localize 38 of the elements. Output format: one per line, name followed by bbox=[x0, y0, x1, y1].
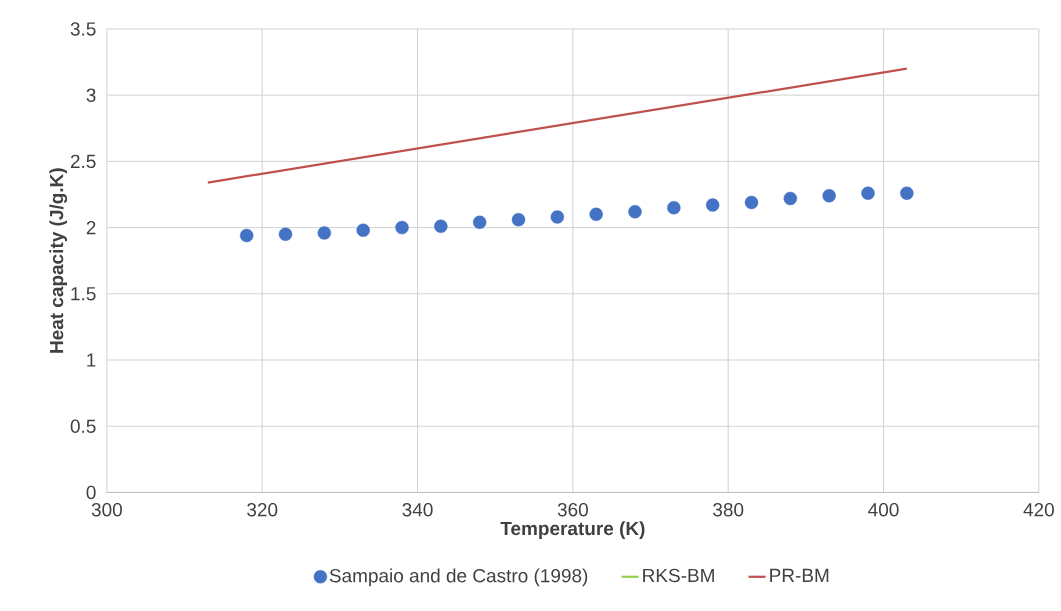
y-axis-title: Heat capacity (J/g.K) bbox=[49, 168, 68, 353]
point bbox=[783, 191, 798, 205]
legend-label: RKS-BM bbox=[643, 568, 714, 583]
x-tick-label: 380 bbox=[713, 502, 744, 517]
x-tick-label: 340 bbox=[402, 502, 433, 517]
x-tick-label: 400 bbox=[868, 502, 899, 517]
point bbox=[667, 200, 681, 215]
y-tick-label: 1.5 bbox=[71, 287, 96, 301]
point bbox=[705, 198, 720, 212]
y-tick-label: 3.5 bbox=[70, 22, 96, 36]
point bbox=[744, 195, 759, 209]
point bbox=[434, 219, 448, 233]
point bbox=[511, 212, 526, 227]
point bbox=[628, 204, 642, 219]
y-tick-label: 0 bbox=[86, 485, 96, 500]
x-axis-title: Temperature (K) bbox=[500, 521, 645, 539]
point bbox=[822, 188, 836, 203]
x-tick-label: 320 bbox=[247, 502, 278, 517]
point bbox=[395, 220, 409, 235]
y-tick-label: 2.5 bbox=[70, 154, 96, 168]
point bbox=[239, 228, 254, 243]
point bbox=[278, 227, 293, 241]
point bbox=[550, 210, 565, 224]
point bbox=[472, 215, 487, 229]
x-tick-label: 360 bbox=[557, 502, 588, 517]
point bbox=[861, 186, 875, 200]
y-tick-label: 2 bbox=[86, 220, 96, 235]
point bbox=[589, 207, 603, 221]
legend-label: PR-BM bbox=[770, 568, 829, 582]
x-tick-label: 300 bbox=[91, 502, 122, 517]
point bbox=[356, 223, 370, 237]
y-tick-label: 1 bbox=[87, 353, 96, 367]
point bbox=[317, 226, 332, 240]
y-tick-label: 3 bbox=[86, 88, 96, 102]
y-tick-label: 0.5 bbox=[70, 419, 96, 433]
x-tick-label: 420 bbox=[1023, 502, 1054, 517]
legend-label: Sampaio and de Castro (1998) bbox=[329, 568, 588, 587]
point bbox=[900, 186, 914, 200]
